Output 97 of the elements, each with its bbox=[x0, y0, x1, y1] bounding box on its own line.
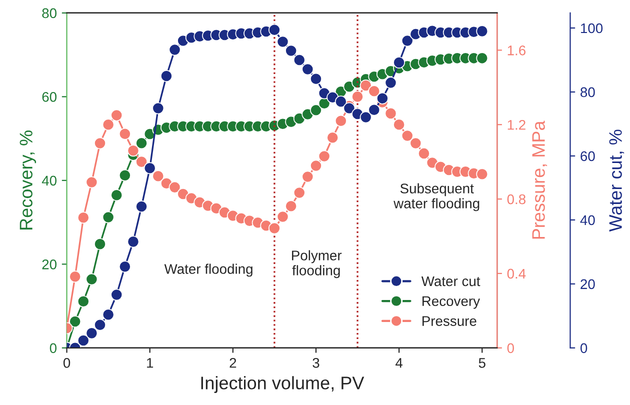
point bbox=[302, 170, 314, 183]
point bbox=[476, 168, 488, 180]
point bbox=[310, 160, 322, 172]
y3-tick-label: 40 bbox=[580, 215, 595, 226]
point bbox=[110, 288, 123, 301]
point bbox=[310, 104, 322, 116]
y-tick-label: 60 bbox=[42, 92, 57, 102]
y-axis-title: Recovery, % bbox=[20, 130, 36, 230]
y2-axis-title: Pressure, MPa bbox=[532, 120, 548, 239]
point bbox=[118, 169, 131, 182]
point bbox=[326, 132, 339, 144]
point bbox=[476, 52, 488, 64]
point bbox=[110, 189, 123, 202]
point bbox=[276, 210, 289, 223]
point bbox=[94, 318, 106, 331]
annotation: Polymer flooding bbox=[292, 250, 342, 278]
x-tick-label: 3 bbox=[312, 358, 320, 368]
legend-label: Water cut bbox=[421, 276, 480, 286]
y3-tick-label: 100 bbox=[581, 23, 603, 34]
point bbox=[310, 72, 322, 85]
point bbox=[127, 144, 140, 157]
annotation: Water flooding bbox=[164, 264, 252, 277]
point bbox=[276, 36, 289, 48]
y2-tick-label: 1.6 bbox=[508, 46, 526, 56]
point bbox=[110, 109, 123, 122]
y3-tick-label: 0 bbox=[580, 343, 588, 354]
point bbox=[136, 200, 148, 212]
point bbox=[393, 118, 406, 131]
point bbox=[77, 334, 90, 347]
x-tick-label: 1 bbox=[147, 358, 154, 368]
x-axis-title: Injection volume, PV bbox=[201, 376, 364, 393]
y2-tick-label: 1.2 bbox=[508, 120, 526, 130]
point bbox=[86, 327, 98, 340]
y2-tick-label: 0 bbox=[507, 343, 514, 354]
legend-label: Recovery bbox=[422, 296, 480, 309]
point bbox=[285, 44, 298, 57]
point bbox=[160, 70, 172, 82]
point bbox=[69, 270, 82, 283]
point bbox=[77, 295, 90, 308]
point bbox=[352, 90, 364, 103]
y3-tick-label: 80 bbox=[580, 87, 595, 98]
point bbox=[293, 186, 306, 199]
point bbox=[152, 102, 164, 114]
point bbox=[368, 104, 380, 116]
point bbox=[384, 107, 397, 120]
point bbox=[102, 308, 114, 321]
point bbox=[360, 80, 372, 92]
point bbox=[360, 111, 372, 124]
point bbox=[127, 236, 140, 248]
point bbox=[318, 150, 330, 162]
point bbox=[118, 260, 131, 273]
y3-tick-label: 60 bbox=[580, 151, 595, 162]
point bbox=[136, 156, 148, 168]
point bbox=[334, 96, 347, 108]
legend-label: Pressure bbox=[422, 316, 476, 326]
point bbox=[401, 34, 414, 47]
point bbox=[69, 316, 82, 328]
y3-tick-label: 20 bbox=[580, 279, 595, 290]
y-tick-label: 0 bbox=[50, 343, 57, 354]
point bbox=[102, 211, 114, 224]
point bbox=[168, 44, 181, 56]
x-tick-label: 4 bbox=[396, 358, 403, 368]
point bbox=[384, 76, 397, 89]
point bbox=[94, 238, 106, 250]
y2-tick-label: 0.8 bbox=[507, 194, 526, 204]
point bbox=[152, 170, 164, 182]
y-tick-label: 80 bbox=[42, 8, 57, 18]
point bbox=[86, 176, 98, 188]
point bbox=[418, 147, 430, 160]
point bbox=[302, 63, 314, 76]
point bbox=[293, 54, 306, 66]
point bbox=[86, 273, 98, 286]
x-tick-label: 2 bbox=[230, 358, 236, 368]
point bbox=[118, 128, 131, 140]
y-tick-label: 40 bbox=[42, 176, 57, 186]
point bbox=[285, 200, 298, 212]
annotation: Subsequent water flooding bbox=[394, 183, 480, 212]
point bbox=[401, 130, 414, 142]
point bbox=[102, 118, 114, 131]
x-tick-label: 0 bbox=[63, 358, 70, 368]
point bbox=[94, 137, 106, 150]
point bbox=[136, 137, 148, 150]
point bbox=[268, 24, 280, 36]
point bbox=[368, 85, 380, 98]
point bbox=[334, 114, 347, 127]
point bbox=[410, 137, 422, 150]
point bbox=[476, 25, 488, 38]
point bbox=[343, 102, 356, 114]
x-tick-label: 5 bbox=[478, 358, 486, 368]
y3-axis-title: Water cut, % bbox=[609, 130, 624, 232]
y-tick-label: 20 bbox=[42, 259, 57, 270]
point bbox=[376, 92, 388, 104]
y2-tick-label: 0.4 bbox=[507, 268, 526, 279]
point bbox=[268, 222, 280, 234]
point bbox=[393, 56, 406, 69]
point bbox=[77, 212, 90, 224]
point bbox=[168, 181, 181, 194]
